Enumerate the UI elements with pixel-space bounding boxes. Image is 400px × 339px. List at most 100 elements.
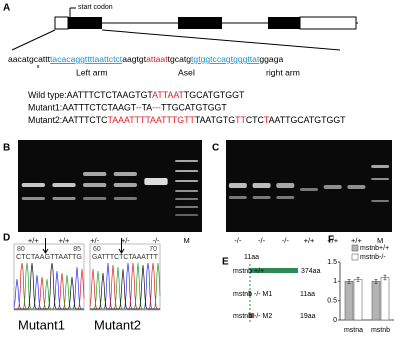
lane-label: +/+ (327, 236, 338, 245)
gel-band (83, 172, 107, 176)
alignments: Wild type:AATTTCTCTAAGTGTATTAATTGCATGTGG… (28, 90, 346, 125)
alignment-segment: TAATGTG (195, 115, 235, 125)
panel-label: D (3, 233, 10, 244)
panel-label: E (222, 257, 229, 268)
lane-label: -/- (258, 236, 266, 245)
trace-position: 80 (17, 246, 25, 253)
length-label: 19aa (300, 313, 316, 320)
left-arm-label: Left arm (76, 67, 108, 77)
length-label: 374aa (301, 268, 321, 275)
row-label: mstnb -/- M1 (233, 291, 272, 298)
arrow-head (118, 248, 125, 254)
gel-band (83, 183, 107, 187)
x-tick-label: mstna (344, 327, 363, 334)
panel-label: C (212, 143, 219, 154)
gene-diagram (11, 7, 358, 68)
lane-label: +/+ (28, 236, 39, 245)
trace-position: 60 (93, 246, 101, 253)
gel-band (276, 196, 295, 199)
y-tick-label: 1.5 (327, 259, 337, 266)
legend-swatch (351, 253, 359, 261)
gel-band (83, 197, 107, 200)
trace-line (14, 262, 84, 310)
gel-bands (228, 165, 390, 202)
lane-label: +/+ (304, 236, 315, 245)
error-bar (347, 279, 351, 284)
alignment-segment: AATTTCTCTAAGT (62, 103, 137, 113)
gel-band (175, 190, 199, 192)
alignment-row: Wild type:AATTTCTCTAAGTGTATTAATTGCATGTGG… (28, 90, 245, 100)
trace-name: Mutant1 (18, 317, 65, 332)
trace-line (14, 262, 84, 310)
alignment-segment: -- (136, 103, 142, 113)
panel-label: B (3, 143, 10, 154)
trace-position: 85 (73, 246, 81, 253)
y-tick-label: 0.5 (327, 298, 337, 305)
protein-diagram (249, 264, 298, 322)
lane-label: +/- (121, 236, 130, 245)
bar (344, 281, 354, 321)
right-arm-label: right arm (266, 67, 300, 77)
gel-band (175, 160, 199, 162)
alignment-row: Mutant1:AATTTCTCTAAGT--TA---TTGCATGTGGT (28, 103, 227, 113)
gel-band (276, 183, 295, 188)
bar (353, 279, 363, 321)
gel-band (228, 196, 247, 199)
marker-label: 11aa (244, 254, 259, 261)
gel-image (18, 140, 202, 232)
gel-band (113, 172, 137, 176)
alignment-segment: CTC (246, 115, 265, 125)
lane-label: +/- (90, 236, 99, 245)
alignment-segment: TAAATTTTAATTTGTT (108, 115, 196, 125)
gel-band (175, 206, 199, 208)
sequence: aacatgcattttacacaggttttaattctctaagtgtatt… (8, 54, 283, 64)
panel-label: F (328, 235, 334, 246)
sequence-segment: tgtggtccagtgggttat (191, 54, 260, 64)
lane-label: -/- (234, 236, 242, 245)
bar-chart: 0 0.5 1 1.5 mstna mstnb mstnb+/+ mstnb-/- (327, 244, 390, 334)
gel-band (175, 198, 199, 200)
trace-position: 70 (149, 246, 157, 253)
gel-band (252, 183, 271, 188)
alignment-segment: AATTTCTC (62, 115, 108, 125)
gel-band (228, 183, 247, 188)
legend-swatch (351, 244, 359, 252)
legend-label: mstnb-/- (360, 254, 386, 261)
trace-bases: GATTTCTCTAAATTT (92, 252, 158, 261)
sequence-segment: aagtgt (122, 54, 147, 64)
gel-band (371, 200, 390, 202)
gel-band (175, 214, 199, 216)
x-tick-label: mstnb (371, 327, 390, 334)
alignment-segment: AATTGCATGTGGT (269, 115, 347, 125)
alignment-label: Wild type: (28, 90, 67, 100)
error-bar (356, 277, 360, 282)
lane-label: -/- (152, 236, 160, 245)
length-label: 11aa (300, 291, 315, 298)
bar (380, 277, 390, 321)
row-label: mstnb +/+ (233, 268, 264, 275)
gel-band (347, 185, 366, 189)
trace-name: Mutant2 (94, 317, 141, 332)
gel-band (21, 197, 45, 200)
gel-band (175, 180, 199, 182)
lane-label: M (184, 236, 190, 245)
gel-band (175, 170, 199, 172)
sequence-segment: tacacaggttttaattctct (50, 54, 123, 64)
row-label: mstnb -/- M2 (233, 313, 272, 320)
alignment-label: Mutant1: (28, 103, 62, 113)
panel-label: A (3, 3, 10, 14)
site-label: AseI (178, 67, 195, 77)
gel-band (371, 178, 390, 180)
bar (371, 281, 381, 321)
gel-band (371, 165, 390, 168)
gel-band (252, 196, 271, 199)
alignment-segment: TT (235, 115, 246, 125)
legend-label: mstnb+/+ (360, 245, 389, 252)
lane-labels: +/+ +/+ +/- +/- -/- M -/- -/- -/- +/+ +/+ +/+ M (28, 236, 383, 245)
alignment-row: Mutant2:AATTTCTCTAAATTTTAATTTGTTTAATGTGT… (28, 115, 346, 125)
alignment-segment: T (264, 115, 270, 125)
alignment-label: Mutant2: (28, 115, 62, 125)
gel-band (21, 183, 45, 187)
